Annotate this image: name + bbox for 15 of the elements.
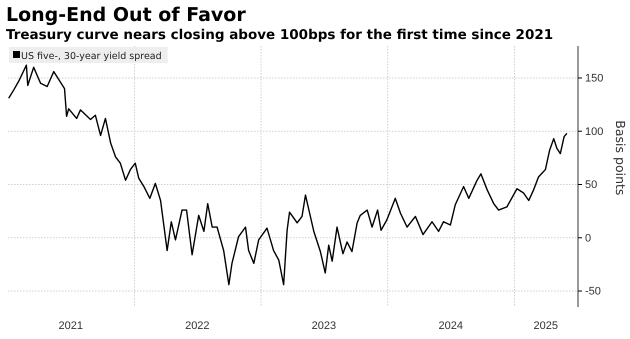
y-tick-label: -50 — [585, 286, 601, 298]
legend-label: US five-, 30-year yield spread — [21, 51, 162, 62]
x-tick-label: 2025 — [534, 320, 558, 332]
x-tick-label: 2021 — [58, 320, 83, 332]
x-tick-label: 2023 — [312, 320, 336, 332]
x-tick-label: 2022 — [185, 320, 210, 332]
y-tick-label: 0 — [585, 232, 592, 244]
chart-subtitle: Treasury curve nears closing above 100bps for the first time since 2021 — [6, 27, 554, 43]
line-series — [8, 64, 568, 286]
y-tick-label: 100 — [585, 126, 604, 138]
y-axis-title: Basis points — [613, 120, 628, 196]
y-tick-label: 150 — [585, 72, 604, 84]
y-tick-label: 50 — [585, 179, 598, 192]
chart-title: Long-End Out of Favor — [6, 4, 246, 26]
x-tick-label: 2024 — [438, 320, 463, 332]
